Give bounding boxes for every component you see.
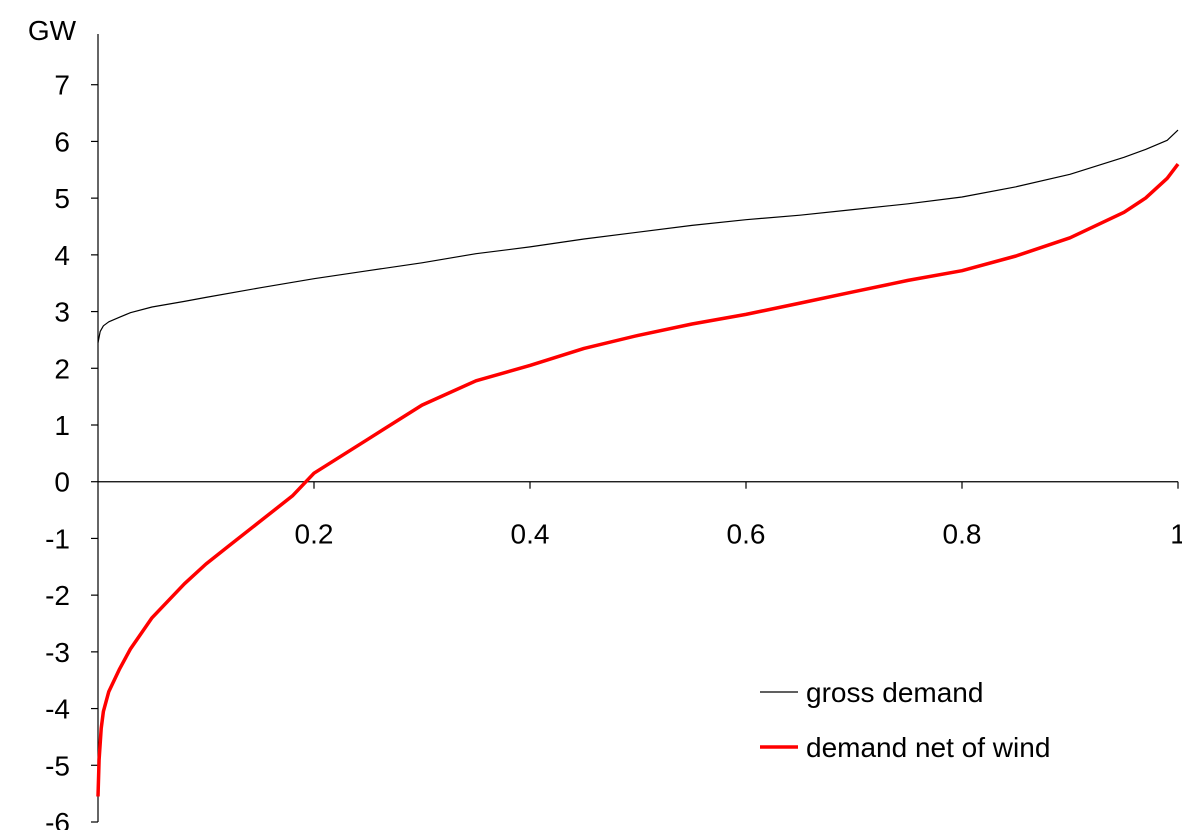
series-line-gross-demand bbox=[97, 129, 1179, 343]
x-tick-label: 0.6 bbox=[727, 519, 766, 550]
y-tick-label: 2 bbox=[54, 353, 70, 384]
y-axis-unit-label: GW bbox=[28, 15, 77, 46]
x-tick-label: 1 bbox=[1170, 519, 1182, 550]
legend: gross demand demand net of wind bbox=[760, 677, 1050, 763]
y-tick-label: 6 bbox=[54, 126, 70, 157]
y-tick-label: 0 bbox=[54, 467, 70, 498]
x-tick-label: 0.8 bbox=[943, 519, 982, 550]
legend-label-demand-net-of-wind: demand net of wind bbox=[806, 732, 1050, 763]
y-tick-label: 5 bbox=[54, 183, 70, 214]
series-lines bbox=[96, 129, 1180, 797]
axes bbox=[91, 34, 1179, 823]
y-tick-label: 7 bbox=[54, 70, 70, 101]
series-line-demand-net-of-wind bbox=[96, 163, 1180, 797]
y-tick-label: 4 bbox=[54, 240, 70, 271]
x-tick-label: 0.4 bbox=[511, 519, 550, 550]
y-tick-label: 1 bbox=[54, 410, 70, 441]
y-tick-label: -6 bbox=[45, 807, 70, 830]
y-tick-label: -4 bbox=[45, 694, 70, 725]
tick-labels: -6 -5 -4 -3 -2 -1 0 1 2 3 4 5 6 7 0.2 0.4 0.6 0.8 1 bbox=[45, 70, 1182, 830]
y-tick-label: -3 bbox=[45, 637, 70, 668]
x-tick-label: 0.2 bbox=[295, 519, 334, 550]
legend-label-gross-demand: gross demand bbox=[806, 677, 983, 708]
y-tick-label: 3 bbox=[54, 297, 70, 328]
y-tick-label: -2 bbox=[45, 580, 70, 611]
y-tick-label: -1 bbox=[45, 523, 70, 554]
y-tick-label: -5 bbox=[45, 750, 70, 781]
